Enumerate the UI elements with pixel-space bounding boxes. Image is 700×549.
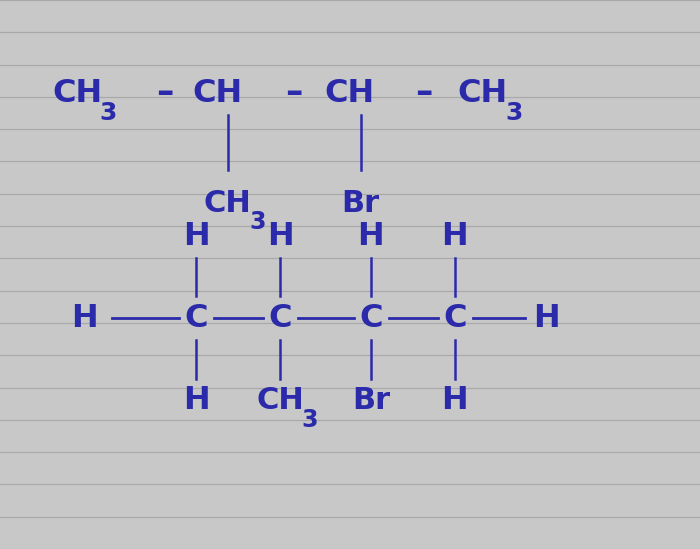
Text: 3: 3: [506, 100, 523, 125]
Text: H: H: [442, 385, 468, 416]
Text: CH: CH: [192, 78, 242, 109]
Text: C: C: [184, 303, 208, 334]
Text: H: H: [358, 221, 384, 251]
Text: H: H: [267, 221, 293, 251]
Text: CH: CH: [256, 386, 304, 415]
Text: H: H: [183, 221, 209, 251]
Text: Br: Br: [342, 189, 379, 217]
Text: CH: CH: [458, 78, 508, 109]
Text: 3: 3: [302, 408, 318, 432]
Text: H: H: [71, 303, 97, 334]
Text: –: –: [286, 76, 302, 110]
Text: H: H: [533, 303, 559, 334]
Text: 3: 3: [100, 100, 117, 125]
Text: 3: 3: [249, 210, 266, 234]
Text: CH: CH: [52, 78, 102, 109]
Text: –: –: [156, 76, 173, 110]
Text: H: H: [442, 221, 468, 251]
Text: C: C: [268, 303, 292, 334]
Text: CH: CH: [204, 189, 251, 217]
Text: C: C: [359, 303, 383, 334]
Text: C: C: [443, 303, 467, 334]
Text: H: H: [183, 385, 209, 416]
Text: CH: CH: [325, 78, 375, 109]
Text: Br: Br: [352, 386, 390, 415]
Text: –: –: [415, 76, 432, 110]
